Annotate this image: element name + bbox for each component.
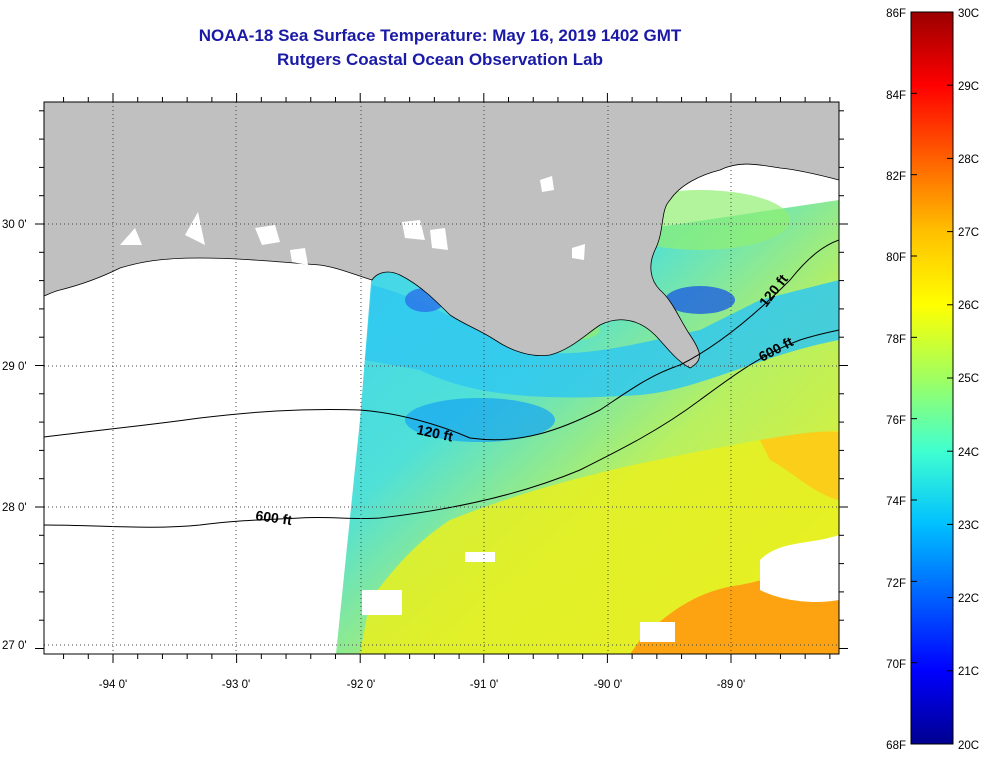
sst-field bbox=[336, 188, 839, 654]
map-subtitle: Rutgers Coastal Ocean Observation Lab bbox=[277, 50, 603, 69]
latitude-labels: 30 0' 29 0' 28 0' 27 0' bbox=[2, 219, 27, 652]
contour-label-120-west: 120 ft bbox=[415, 421, 454, 444]
f-label: 76F bbox=[886, 415, 906, 427]
map-frame bbox=[43, 101, 840, 655]
c-label: 23C bbox=[958, 520, 979, 532]
colorbar-ticks bbox=[911, 11, 953, 745]
contour-120ft bbox=[44, 239, 839, 441]
c-label: 28C bbox=[958, 154, 979, 166]
axis-ticks bbox=[35, 93, 848, 663]
contour-600ft bbox=[44, 329, 839, 528]
lon-label: -89 0' bbox=[717, 679, 745, 691]
c-label: 29C bbox=[958, 81, 979, 93]
lon-label: -91 0' bbox=[470, 679, 498, 691]
c-label: 21C bbox=[958, 666, 979, 678]
colorbar-f-labels: 86F 84F 82F 80F 78F 76F 74F 72F 70F 68F bbox=[886, 8, 906, 752]
contour-label-600-west: 600 ft bbox=[255, 507, 294, 528]
lon-label: -93 0' bbox=[222, 679, 250, 691]
graticule bbox=[44, 102, 839, 654]
lon-label: -94 0' bbox=[99, 679, 127, 691]
f-label: 70F bbox=[886, 659, 906, 671]
f-label: 82F bbox=[886, 171, 906, 183]
colorbar-gradient bbox=[910, 11, 954, 745]
f-label: 74F bbox=[886, 496, 906, 508]
longitude-labels: -94 0' -93 0' -92 0' -91 0' -90 0' -89 0… bbox=[99, 679, 745, 691]
lat-label: 28 0' bbox=[2, 502, 27, 514]
lon-label: -92 0' bbox=[347, 679, 375, 691]
f-label: 86F bbox=[886, 8, 906, 20]
f-label: 80F bbox=[886, 252, 906, 264]
f-label: 72F bbox=[886, 578, 906, 590]
lat-label: 30 0' bbox=[2, 219, 27, 231]
lon-label: -90 0' bbox=[594, 679, 622, 691]
c-label: 20C bbox=[958, 740, 979, 752]
f-label: 84F bbox=[886, 90, 906, 102]
f-label: 78F bbox=[886, 334, 906, 346]
lat-label: 27 0' bbox=[2, 640, 27, 652]
map-title: NOAA-18 Sea Surface Temperature: May 16,… bbox=[198, 26, 682, 45]
inland-nodata bbox=[120, 176, 585, 265]
c-label: 25C bbox=[958, 373, 979, 385]
c-label: 27C bbox=[958, 227, 979, 239]
colorbar-c-labels: 30C 29C 28C 27C 26C 25C 24C 23C 22C 21C … bbox=[958, 8, 979, 752]
lat-label: 29 0' bbox=[2, 361, 27, 373]
c-label: 26C bbox=[958, 300, 979, 312]
c-label: 24C bbox=[958, 447, 979, 459]
c-label: 22C bbox=[958, 593, 979, 605]
f-label: 68F bbox=[886, 740, 906, 752]
c-label: 30C bbox=[958, 8, 979, 20]
